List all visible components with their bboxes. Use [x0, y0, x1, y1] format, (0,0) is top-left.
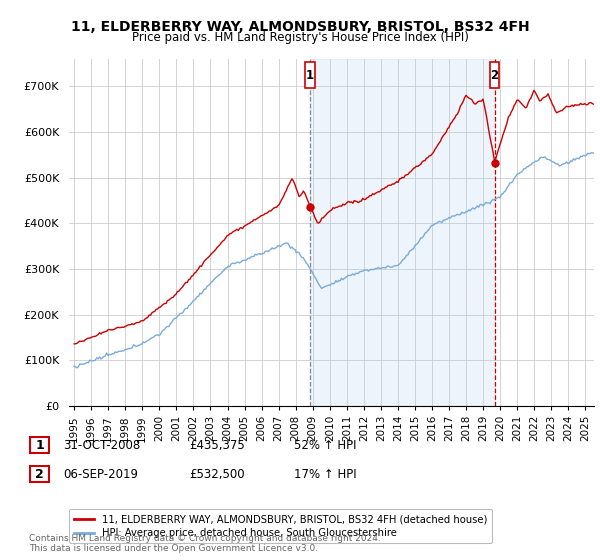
Text: 17% ↑ HPI: 17% ↑ HPI: [294, 468, 356, 481]
Bar: [310, 59, 494, 406]
Text: 06-SEP-2019: 06-SEP-2019: [63, 468, 138, 481]
Legend: 11, ELDERBERRY WAY, ALMONDSBURY, BRISTOL, BS32 4FH (detached house), HPI: Averag: 11, ELDERBERRY WAY, ALMONDSBURY, BRISTOL…: [69, 510, 492, 543]
Text: Contains HM Land Registry data © Crown copyright and database right 2024.
This d: Contains HM Land Registry data © Crown c…: [29, 534, 380, 553]
Text: 1: 1: [35, 438, 44, 452]
Text: £532,500: £532,500: [189, 468, 245, 481]
FancyBboxPatch shape: [305, 62, 314, 88]
Text: 52% ↑ HPI: 52% ↑ HPI: [294, 438, 356, 452]
Text: Price paid vs. HM Land Registry's House Price Index (HPI): Price paid vs. HM Land Registry's House …: [131, 31, 469, 44]
Text: 31-OCT-2008: 31-OCT-2008: [63, 438, 140, 452]
Text: 11, ELDERBERRY WAY, ALMONDSBURY, BRISTOL, BS32 4FH: 11, ELDERBERRY WAY, ALMONDSBURY, BRISTOL…: [71, 20, 529, 34]
Text: £435,375: £435,375: [189, 438, 245, 452]
Text: 2: 2: [35, 468, 44, 481]
FancyBboxPatch shape: [490, 62, 499, 88]
Text: 2: 2: [491, 69, 499, 82]
Text: 1: 1: [306, 69, 314, 82]
